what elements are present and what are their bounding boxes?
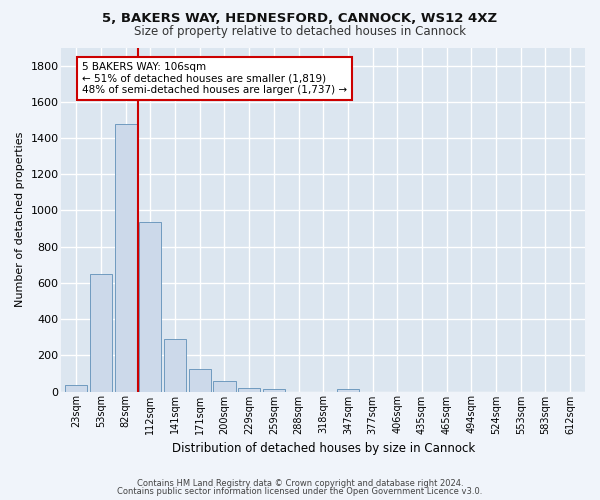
Bar (188, 369, 211, 392)
Bar (65, 384, 88, 392)
Text: Contains public sector information licensed under the Open Government Licence v3: Contains public sector information licen… (118, 488, 482, 496)
Bar (115, 124, 137, 392)
Text: Contains HM Land Registry data © Crown copyright and database right 2024.: Contains HM Land Registry data © Crown c… (137, 478, 463, 488)
X-axis label: Distribution of detached houses by size in Cannock: Distribution of detached houses by size … (172, 442, 475, 455)
Bar (139, 222, 161, 392)
Bar (214, 380, 236, 392)
Text: Size of property relative to detached houses in Cannock: Size of property relative to detached ho… (134, 25, 466, 38)
Bar (90, 274, 112, 392)
Bar (164, 339, 186, 392)
Bar (238, 388, 260, 392)
Text: 5 BAKERS WAY: 106sqm
← 51% of detached houses are smaller (1,819)
48% of semi-de: 5 BAKERS WAY: 106sqm ← 51% of detached h… (82, 62, 347, 95)
Y-axis label: Number of detached properties: Number of detached properties (15, 132, 25, 307)
Bar (263, 389, 285, 392)
Bar (337, 389, 359, 392)
Text: 5, BAKERS WAY, HEDNESFORD, CANNOCK, WS12 4XZ: 5, BAKERS WAY, HEDNESFORD, CANNOCK, WS12… (103, 12, 497, 26)
